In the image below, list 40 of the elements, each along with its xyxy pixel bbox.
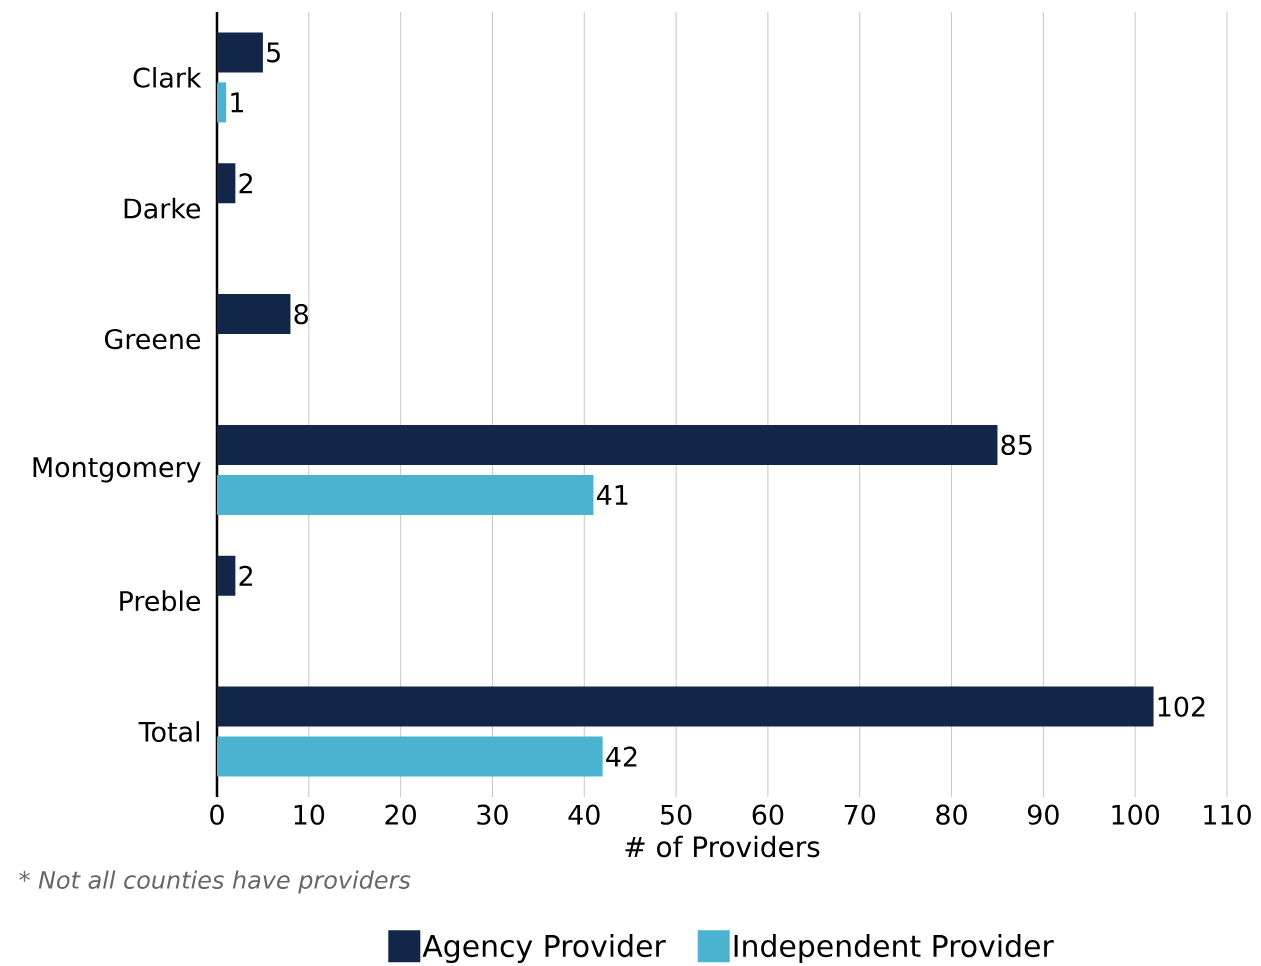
data-label: 8 — [294, 303, 308, 325]
y-tick-label: Darke — [124, 197, 201, 219]
data-label: 85 — [1001, 434, 1032, 456]
y-tick-label: Greene — [104, 328, 201, 350]
data-label: 42 — [606, 746, 637, 767]
bar — [217, 32, 263, 73]
data-label: 102 — [1158, 696, 1205, 717]
y-tick-label: Preble — [120, 590, 201, 612]
bar — [217, 163, 236, 204]
x-axis-title: # of Providers — [625, 835, 820, 858]
legend-label: Agency Provider — [422, 934, 666, 963]
y-tick-label: Montgomery — [33, 457, 201, 483]
x-tick-label: 0 — [210, 804, 224, 825]
legend-label: Independent Provider — [734, 934, 1054, 963]
x-tick-label: 100 — [1112, 804, 1160, 825]
data-label: 2 — [239, 173, 252, 194]
x-tick-label: 20 — [385, 804, 416, 825]
bar — [217, 82, 227, 123]
y-tick-label: Clark — [133, 67, 202, 88]
bar — [217, 686, 1154, 727]
data-label: 41 — [596, 485, 628, 505]
x-tick-label: 60 — [752, 804, 784, 825]
x-tick-label: 10 — [294, 804, 325, 825]
x-tick-label: 80 — [936, 804, 967, 825]
x-tick-label: 50 — [661, 804, 692, 825]
data-label: 5 — [267, 42, 280, 63]
x-tick-label: 70 — [844, 804, 876, 825]
bar — [217, 424, 998, 465]
bar — [217, 474, 594, 515]
y-tick-label: Total — [138, 721, 199, 742]
bar — [217, 736, 603, 777]
text: * Not all counties have providers — [19, 870, 411, 894]
bar — [217, 294, 291, 335]
x-tick-label: 30 — [477, 804, 508, 825]
x-tick-label: 110 — [1204, 804, 1251, 825]
bar — [217, 555, 236, 596]
x-tick-label: 90 — [1027, 804, 1059, 825]
x-tick-label: 40 — [568, 804, 600, 825]
data-label: 2 — [239, 565, 252, 586]
data-label: 1 — [231, 92, 244, 113]
